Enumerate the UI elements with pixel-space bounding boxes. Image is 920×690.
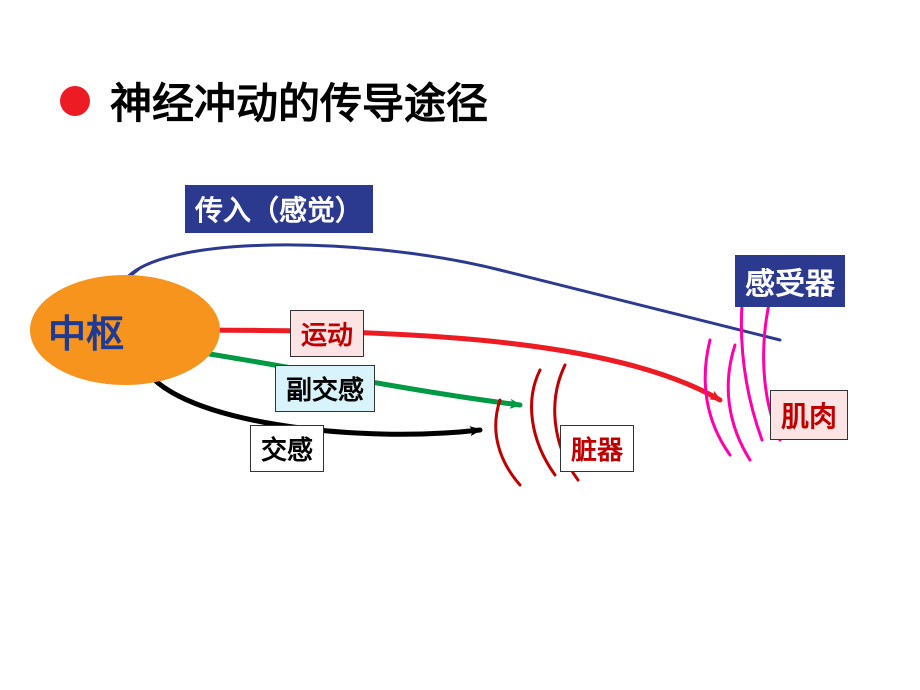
organ_s3 <box>496 400 520 485</box>
motor-label: 运动 <box>290 310 364 357</box>
afferent-label: 传入（感觉） <box>185 185 373 233</box>
bullet-icon <box>60 86 90 116</box>
muscle_s1 <box>705 340 730 455</box>
parasympathetic-label: 副交感 <box>275 365 375 412</box>
organ_s1 <box>532 370 555 475</box>
page-title: 神经冲动的传导途径 <box>110 70 488 131</box>
center-label: 中枢 <box>48 303 124 358</box>
motor_line <box>150 330 720 400</box>
organ-label: 脏器 <box>560 425 634 472</box>
sensory_line <box>125 245 780 340</box>
center-node: 中枢 <box>30 275 220 385</box>
sympathetic-label: 交感 <box>250 425 324 472</box>
muscle-label: 肌肉 <box>770 390 848 440</box>
title-row: 神经冲动的传导途径 <box>60 70 488 131</box>
receptor-label: 感受器 <box>735 255 845 307</box>
muscle_s2 <box>728 345 750 460</box>
